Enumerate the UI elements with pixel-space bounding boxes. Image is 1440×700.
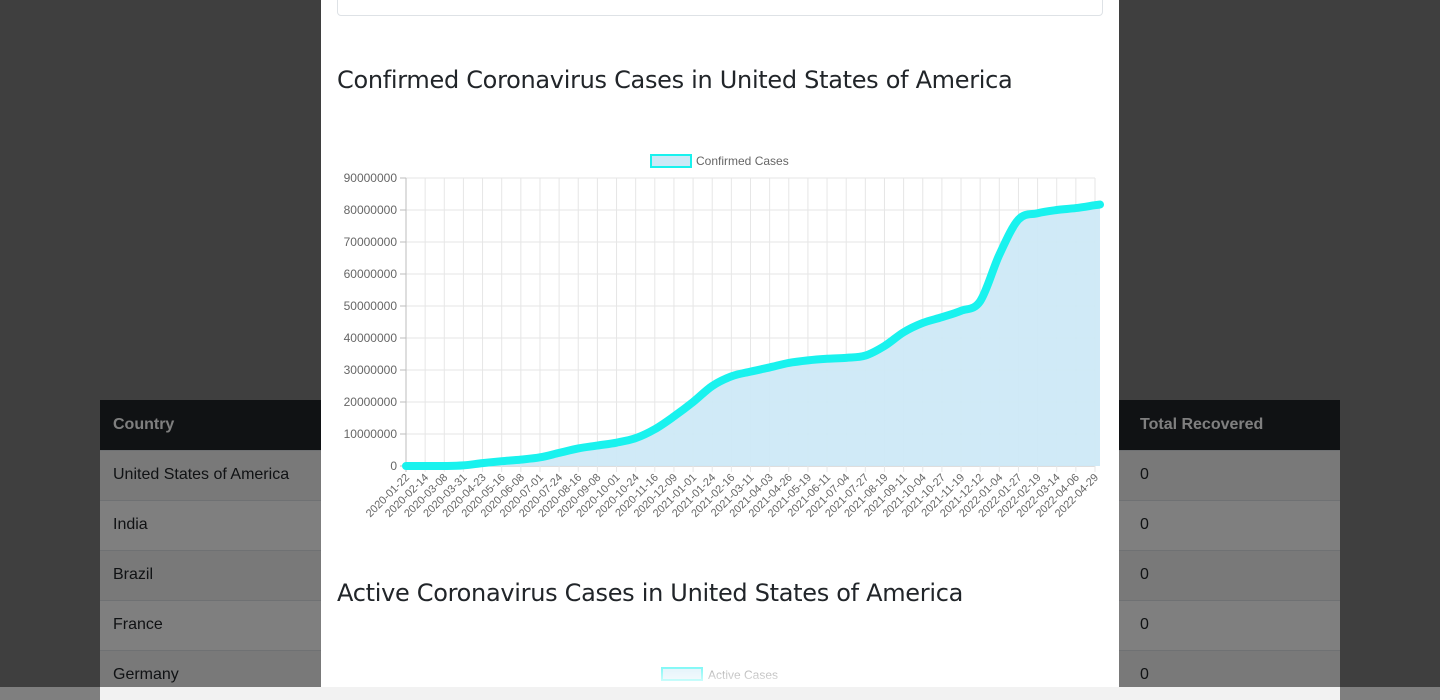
data-point xyxy=(405,465,407,467)
data-point xyxy=(826,358,828,360)
data-point xyxy=(616,442,618,444)
data-point xyxy=(711,385,713,387)
y-tick-label: 40000000 xyxy=(344,331,398,345)
data-point xyxy=(654,428,656,430)
data-point xyxy=(807,359,809,361)
data-point xyxy=(501,460,503,462)
data-point xyxy=(998,254,1000,256)
confirmed-chart-heading: Confirmed Coronavirus Cases in United St… xyxy=(337,66,1013,94)
data-point xyxy=(596,445,598,447)
y-tick-label: 10000000 xyxy=(344,427,398,441)
y-tick-label: 30000000 xyxy=(344,363,398,377)
y-tick-label: 70000000 xyxy=(344,235,398,249)
data-point xyxy=(424,465,426,467)
y-tick-label: 80000000 xyxy=(344,203,398,217)
data-point xyxy=(539,456,541,458)
data-point xyxy=(864,355,866,357)
data-point xyxy=(1099,204,1101,206)
country-details-modal: Confirmed Coronavirus Cases in United St… xyxy=(321,0,1119,687)
legend-label: Confirmed Cases xyxy=(696,154,789,168)
data-point xyxy=(960,310,962,312)
data-point xyxy=(769,366,771,368)
active-chart-heading: Active Coronavirus Cases in United State… xyxy=(337,579,964,607)
data-point xyxy=(903,331,905,333)
confirmed-area xyxy=(406,204,1100,467)
data-point xyxy=(1094,204,1096,206)
data-point xyxy=(788,362,790,364)
data-point xyxy=(482,462,484,464)
data-point xyxy=(558,452,560,454)
data-point xyxy=(1056,209,1058,211)
data-point xyxy=(941,316,943,318)
data-point xyxy=(1017,219,1019,221)
data-point xyxy=(730,375,732,377)
data-point xyxy=(443,465,445,467)
confirmed-series-line xyxy=(402,200,1104,471)
data-point xyxy=(635,437,637,439)
data-point xyxy=(979,300,981,302)
data-point xyxy=(883,345,885,347)
data-point xyxy=(692,401,694,403)
data-point xyxy=(462,464,464,466)
data-point xyxy=(750,371,751,373)
data-point xyxy=(1037,212,1039,214)
y-tick-label: 50000000 xyxy=(344,299,398,313)
legend-label-active: Active Cases xyxy=(708,668,778,682)
y-tick-label: 20000000 xyxy=(344,395,398,409)
data-point xyxy=(520,459,522,461)
data-point xyxy=(922,322,924,324)
data-point xyxy=(673,415,675,417)
y-tick-label: 0 xyxy=(390,459,397,473)
legend-swatch-active xyxy=(661,667,703,681)
y-tick-label: 90000000 xyxy=(344,171,398,185)
data-point xyxy=(577,447,579,449)
legend-swatch xyxy=(650,154,692,168)
data-point xyxy=(845,357,847,359)
y-tick-label: 60000000 xyxy=(344,267,398,281)
charts-canvas: Confirmed Cases 90000000 80000000 70000000 6… xyxy=(344,154,1104,682)
modal-header-box xyxy=(337,0,1103,16)
data-point xyxy=(1075,207,1077,209)
